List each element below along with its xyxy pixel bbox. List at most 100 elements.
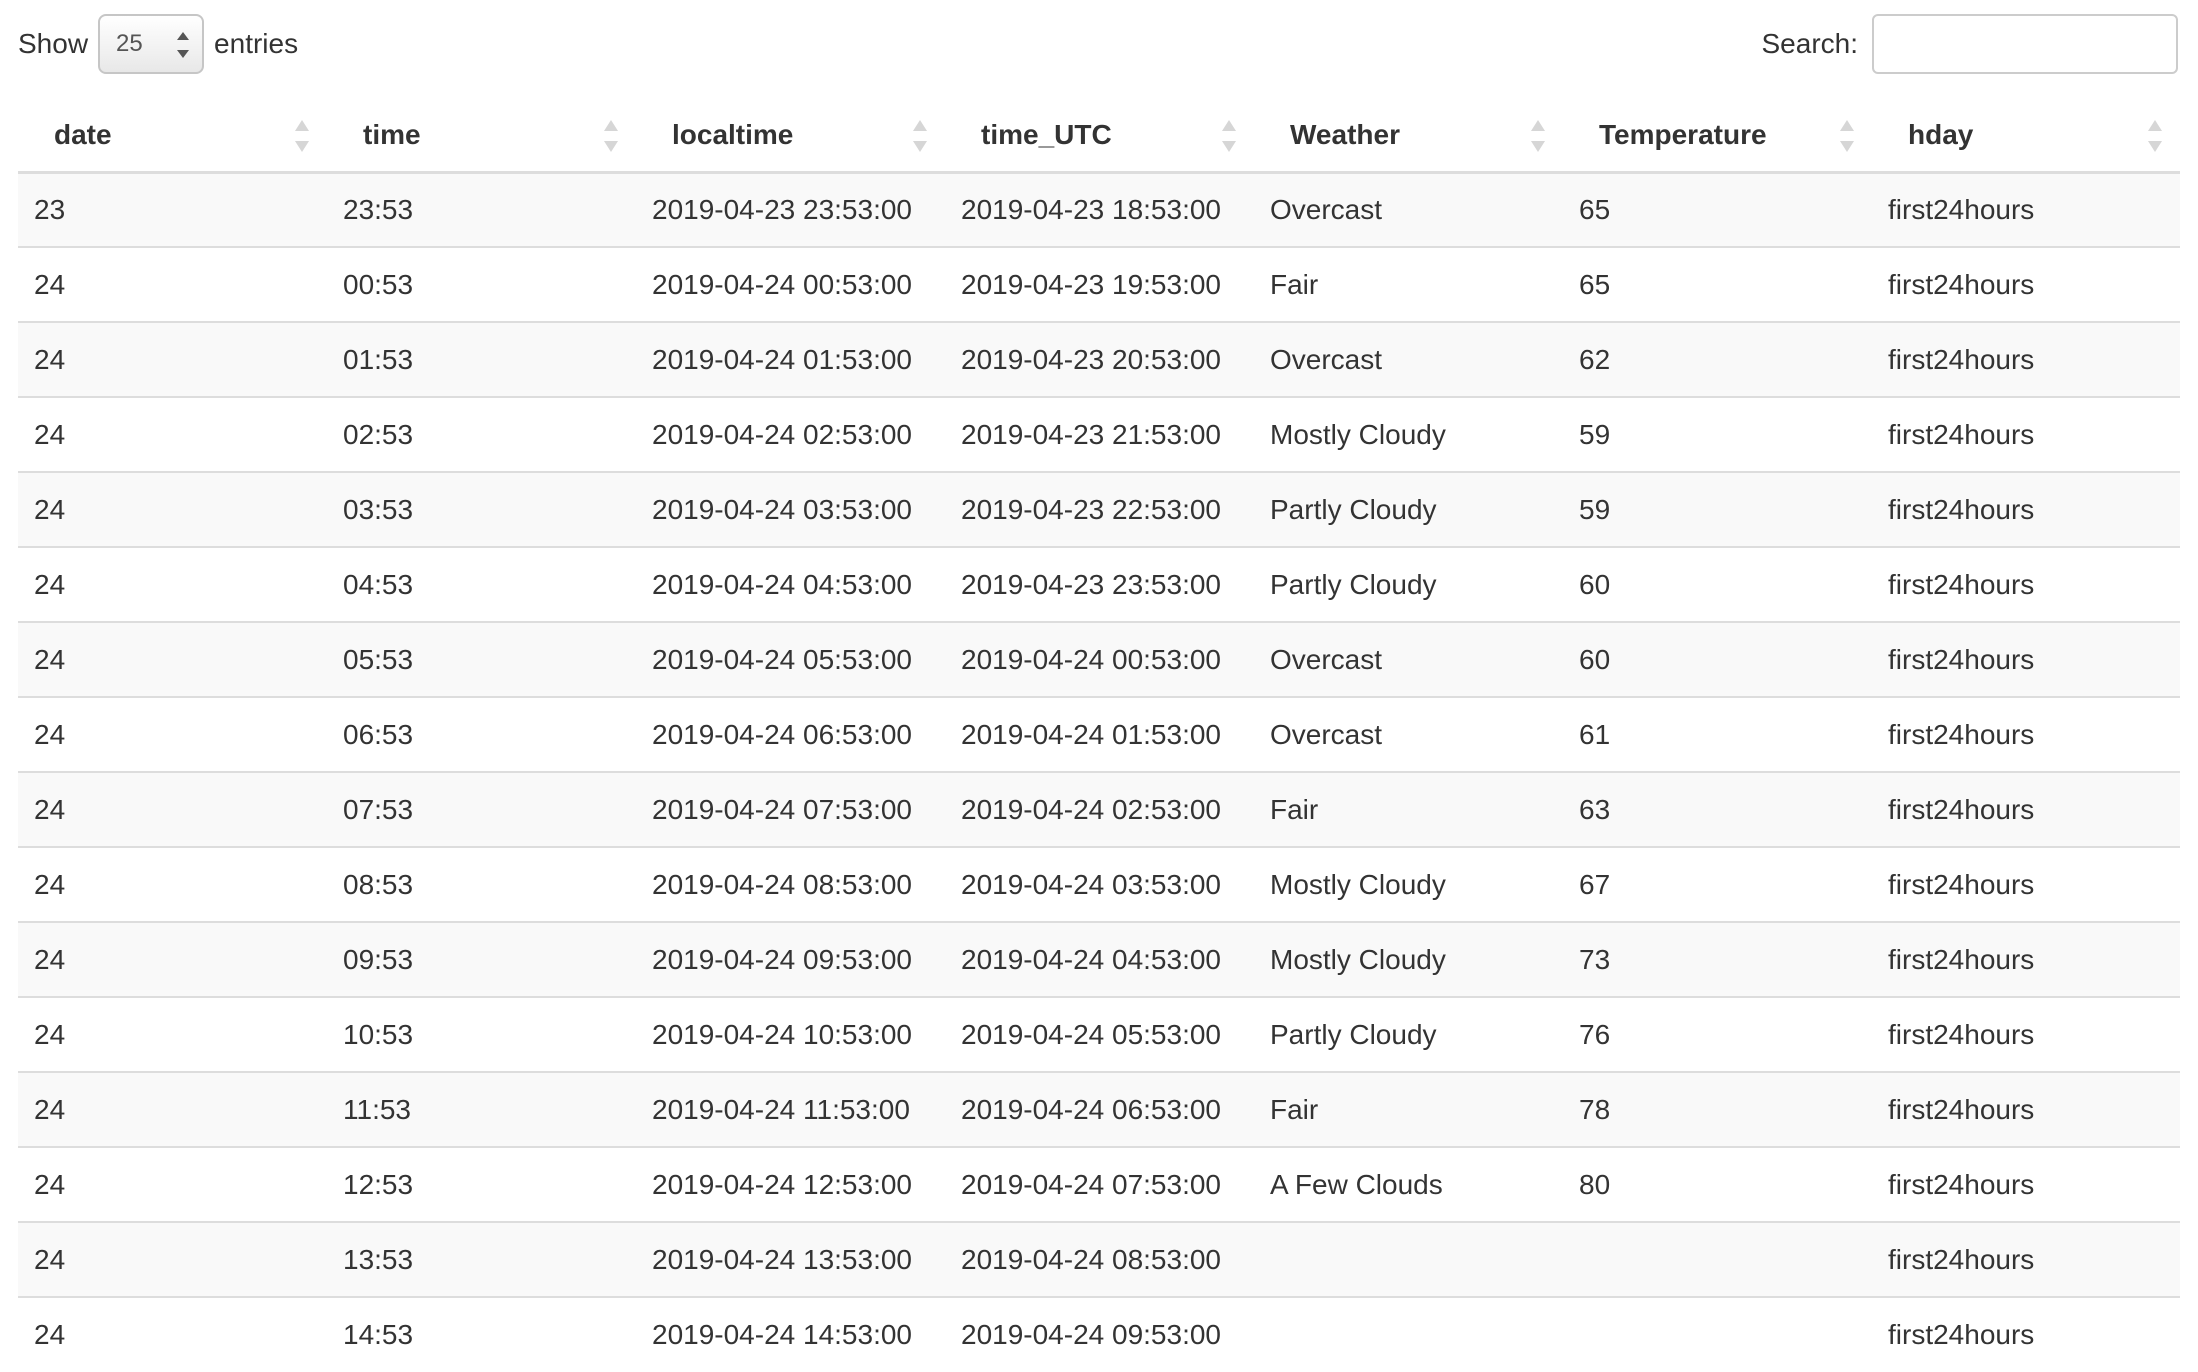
- cell-time: 08:53: [327, 846, 636, 922]
- table-row: 24 11:53 2019-04-24 11:53:00 2019-04-24 06:…: [18, 1071, 2180, 1147]
- cell-temperature: 60: [1563, 621, 1872, 697]
- search-input[interactable]: [1872, 14, 2178, 74]
- cell-time: 06:53: [327, 696, 636, 772]
- cell-date: 24: [18, 1296, 327, 1372]
- table-row: 24 08:53 2019-04-24 08:53:00 2019-04-24 03:…: [18, 846, 2180, 922]
- cell-hday: first24hours: [1872, 996, 2180, 1072]
- cell-time: 00:53: [327, 246, 636, 322]
- cell-weather: [1254, 1296, 1563, 1372]
- data-table: date time localtime time_UTC Weather Temperat…: [18, 100, 2180, 1372]
- cell-localtime: 2019-04-23 23:53:00: [652, 193, 912, 225]
- cell-temperature: 59: [1563, 471, 1872, 547]
- cell-time: 14:53: [327, 1296, 636, 1372]
- table-row: 24 12:53 2019-04-24 12:53:00 2019-04-24 07:…: [18, 1146, 2180, 1222]
- cell-temperature: [1563, 1221, 1872, 1297]
- cell-date: 24: [18, 546, 327, 622]
- header-row: date time localtime time_UTC Weather Temperat…: [18, 100, 2180, 174]
- cell-time-utc: 2019-04-24 04:53:00: [945, 921, 1254, 997]
- cell-hday: first24hours: [1872, 1071, 2180, 1147]
- entries-per-page-select[interactable]: 25: [98, 14, 205, 74]
- cell-date: 24: [18, 771, 327, 847]
- cell-weather: Overcast: [1254, 696, 1563, 772]
- table-body: 23 23:53 2019-04-23 23:53:00 2019-04-23 18:…: [18, 172, 2180, 1372]
- cell-time: 01:53: [327, 321, 636, 397]
- column-header-label: Weather: [1290, 119, 1400, 151]
- cell-date: 24: [18, 321, 327, 397]
- cell-temperature: 65: [1563, 246, 1872, 322]
- cell-temperature: 65: [1579, 193, 1611, 225]
- cell-weather: [1254, 1221, 1563, 1297]
- cell-localtime: 2019-04-24 03:53:00: [636, 471, 945, 547]
- cell-hday: first24hours: [1872, 1221, 2180, 1297]
- table-row: 24 14:53 2019-04-24 14:53:00 2019-04-24 09:…: [18, 1296, 2180, 1372]
- cell-time: 10:53: [327, 996, 636, 1072]
- column-header-temperature[interactable]: Temperature: [1563, 100, 1872, 174]
- cell-temperature: 59: [1563, 396, 1872, 472]
- cell-date: 24: [18, 1071, 327, 1147]
- table-row: 24 00:53 2019-04-24 00:53:00 2019-04-23 19:…: [18, 246, 2180, 322]
- cell-weather: Partly Cloudy: [1254, 471, 1563, 547]
- cell-time: 13:53: [327, 1221, 636, 1297]
- cell-date: 24: [18, 1146, 327, 1222]
- cell-time: 11:53: [327, 1071, 636, 1147]
- cell-time-utc: 2019-04-24 03:53:00: [945, 846, 1254, 922]
- cell-time: 02:53: [327, 396, 636, 472]
- cell-time-utc: 2019-04-24 00:53:00: [945, 621, 1254, 697]
- cell-hday: first24hours: [1872, 246, 2180, 322]
- entries-per-page-value: 25: [116, 30, 143, 57]
- cell-hday: first24hours: [1872, 771, 2180, 847]
- column-header-label: time_UTC: [981, 119, 1112, 151]
- cell-localtime: 2019-04-24 05:53:00: [636, 621, 945, 697]
- cell-time: 07:53: [327, 771, 636, 847]
- column-header-label: time: [363, 119, 421, 151]
- column-header-weather[interactable]: Weather: [1254, 100, 1563, 174]
- column-header-time-utc[interactable]: time_UTC: [945, 100, 1254, 174]
- column-header-localtime[interactable]: localtime: [636, 100, 945, 174]
- column-header-time[interactable]: time: [327, 100, 636, 174]
- cell-localtime: 2019-04-24 08:53:00: [636, 846, 945, 922]
- cell-localtime: 2019-04-24 00:53:00: [636, 246, 945, 322]
- cell-weather: Overcast: [1254, 621, 1563, 697]
- column-header-hday[interactable]: hday: [1872, 100, 2180, 174]
- cell-time-utc: 2019-04-23 18:53:00: [961, 193, 1221, 225]
- column-header-label: Temperature: [1599, 119, 1767, 151]
- cell-weather: Mostly Cloudy: [1254, 396, 1563, 472]
- entries-length-control: Show 25 entries: [18, 14, 298, 74]
- cell-hday: first24hours: [1872, 846, 2180, 922]
- cell-time: 09:53: [327, 921, 636, 997]
- cell-time: 04:53: [327, 546, 636, 622]
- cell-time-utc: 2019-04-24 05:53:00: [945, 996, 1254, 1072]
- table-row: 24 05:53 2019-04-24 05:53:00 2019-04-24 00:…: [18, 621, 2180, 697]
- cell-date: 24: [18, 921, 327, 997]
- cell-temperature: 63: [1563, 771, 1872, 847]
- cell-hday: first24hours: [1888, 193, 2035, 225]
- table-row: 24 04:53 2019-04-24 04:53:00 2019-04-23 23:…: [18, 546, 2180, 622]
- cell-time-utc: 2019-04-23 23:53:00: [945, 546, 1254, 622]
- cell-time-utc: 2019-04-23 22:53:00: [945, 471, 1254, 547]
- cell-date: 24: [18, 846, 327, 922]
- table-controls: Show 25 entries Search:: [0, 0, 2198, 86]
- cell-time-utc: 2019-04-23 20:53:00: [945, 321, 1254, 397]
- search-control: Search:: [1762, 14, 2178, 74]
- sort-icon: [2148, 120, 2162, 152]
- column-header-date[interactable]: date: [18, 100, 327, 174]
- cell-hday: first24hours: [1872, 621, 2180, 697]
- cell-time: 23:53: [343, 193, 414, 225]
- cell-temperature: 80: [1563, 1146, 1872, 1222]
- cell-localtime: 2019-04-24 02:53:00: [636, 396, 945, 472]
- column-header-label: localtime: [672, 119, 794, 151]
- cell-hday: first24hours: [1872, 321, 2180, 397]
- cell-weather: Fair: [1254, 771, 1563, 847]
- select-arrows-icon: [176, 30, 190, 60]
- sort-icon: [913, 120, 927, 152]
- cell-temperature: 78: [1563, 1071, 1872, 1147]
- cell-localtime: 2019-04-24 11:53:00: [636, 1071, 945, 1147]
- cell-weather: Partly Cloudy: [1254, 996, 1563, 1072]
- cell-weather: A Few Clouds: [1254, 1146, 1563, 1222]
- table-row: 24 02:53 2019-04-24 02:53:00 2019-04-23 21:…: [18, 396, 2180, 472]
- cell-localtime: 2019-04-24 09:53:00: [636, 921, 945, 997]
- cell-temperature: 73: [1563, 921, 1872, 997]
- cell-temperature: [1563, 1296, 1872, 1372]
- cell-weather: Fair: [1254, 1071, 1563, 1147]
